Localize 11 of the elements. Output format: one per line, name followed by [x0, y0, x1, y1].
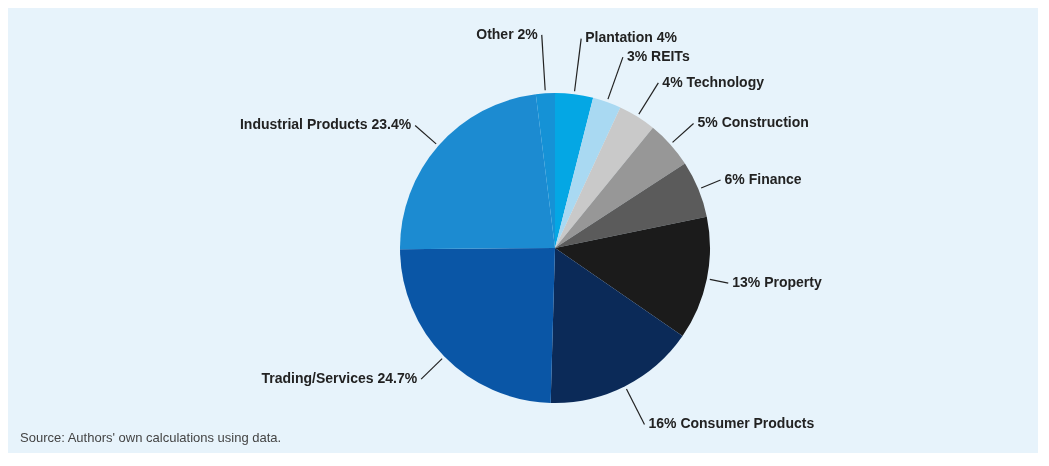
slice-label: Trading/Services 24.7%	[261, 370, 418, 387]
source-note: Source: Authors' own calculations using data.	[20, 430, 282, 445]
slice-label: Industrial Products 23.4%	[239, 116, 412, 133]
slice-label: 6% Finance	[724, 170, 802, 187]
slice-label: Other 2%	[476, 25, 539, 42]
slice-label: 4% Technology	[662, 73, 765, 90]
slice-label: Plantation 4%	[585, 29, 678, 46]
slice-label: 3% REITs	[626, 47, 690, 64]
slice-label: 16% Consumer Products	[648, 415, 815, 432]
slice-label: 13% Property	[732, 274, 822, 291]
slice-label: 5% Construction	[697, 114, 809, 131]
